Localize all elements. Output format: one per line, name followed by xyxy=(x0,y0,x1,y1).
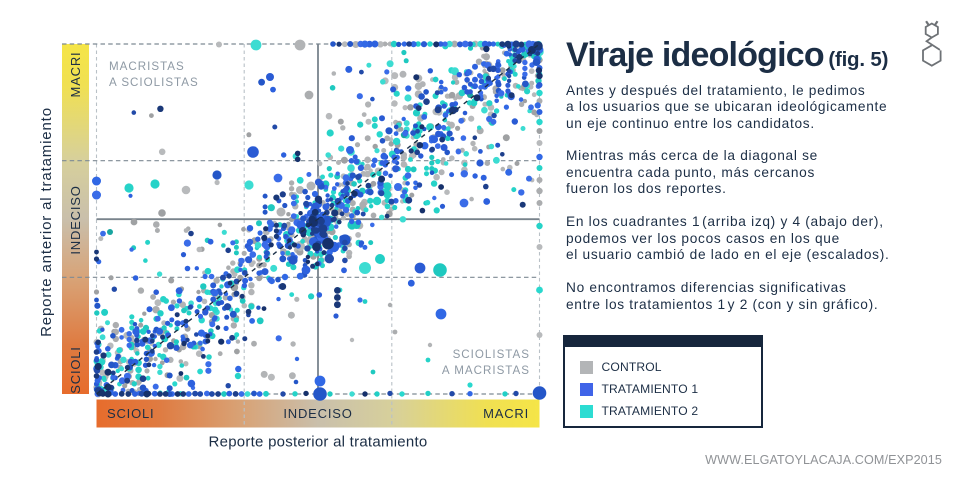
svg-text:SCIOLI: SCIOLI xyxy=(107,406,154,421)
svg-text:Reporte anterior al tratamient: Reporte anterior al tratamiento xyxy=(38,107,55,337)
svg-text:SCIOLI: SCIOLI xyxy=(68,346,83,393)
svg-text:MACRI: MACRI xyxy=(68,52,83,98)
svg-text:Reporte posterior al tratamien: Reporte posterior al tratamiento xyxy=(209,434,428,451)
svg-text:MACRI: MACRI xyxy=(483,406,529,421)
svg-text:INDECISO: INDECISO xyxy=(283,406,352,421)
svg-text:INDECISO: INDECISO xyxy=(68,185,83,254)
